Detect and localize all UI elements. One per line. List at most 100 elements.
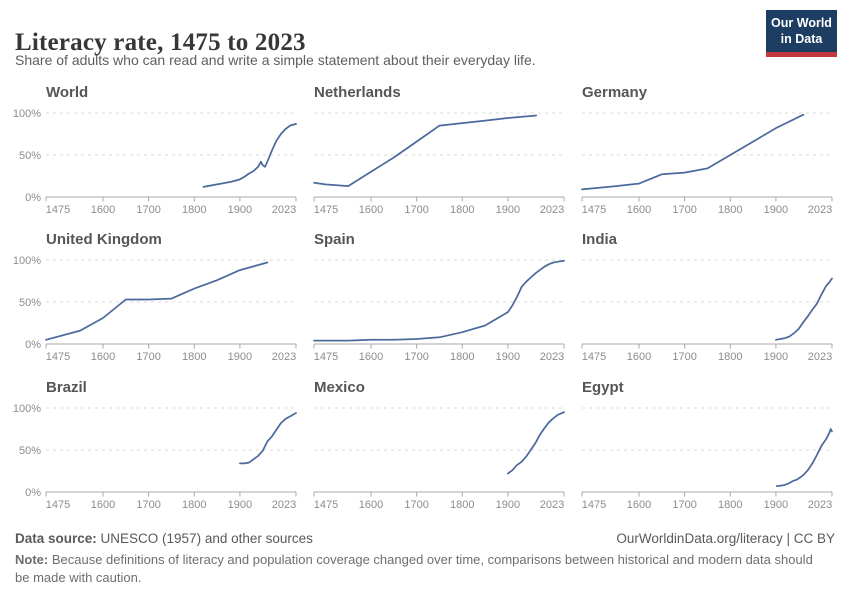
x-tick-label: 1475 <box>314 204 338 216</box>
y-tick-label: 100% <box>13 403 41 415</box>
x-tick-label: 1900 <box>228 204 252 216</box>
x-tick-label: 1800 <box>450 499 474 511</box>
data-line <box>239 412 297 465</box>
facet-title: World <box>46 84 89 101</box>
facet-title: Germany <box>582 84 648 101</box>
data-source-line: Data source: UNESCO (1957) and other sou… <box>15 531 313 546</box>
footnote-label: Note: <box>15 552 49 567</box>
facet-title: Spain <box>314 231 355 248</box>
line-chart: 1475 1600 1700 1800 1900 2023 <box>581 112 833 216</box>
x-tick-label: 1800 <box>182 351 206 363</box>
x-tick-label: 2023 <box>540 204 564 216</box>
line-chart: 1475 1600 1700 1800 1900 2023 <box>313 259 565 363</box>
facet-germany: Germany 1475 1600 1700 1800 1900 2023 <box>568 84 836 224</box>
facet-united-kingdom: United Kingdom 1475 1600 1700 1800 1900 2023 0… <box>0 231 300 371</box>
data-line <box>313 259 565 342</box>
facet-title: Brazil <box>46 379 87 396</box>
line-chart: 1475 1600 1700 1800 1900 2023 <box>313 112 565 216</box>
owid-logo[interactable]: Our World in Data <box>766 10 837 57</box>
facet-india: India 1475 1600 1700 1800 1900 2023 <box>568 231 836 371</box>
y-tick-label: 50% <box>19 150 41 162</box>
x-tick-label: 1600 <box>627 351 651 363</box>
facet-brazil: Brazil 1475 1600 1700 1800 1900 2023 0% 50% 100% <box>0 379 300 519</box>
line-chart: 1475 1600 1700 1800 1900 2023 <box>313 407 565 511</box>
data-line <box>581 113 805 191</box>
y-tick-label: 0% <box>25 339 41 351</box>
y-tick-label: 0% <box>25 192 41 204</box>
x-tick-label: 1600 <box>627 499 651 511</box>
line-chart: 1475 1600 1700 1800 1900 2023 0% 50% 100% <box>13 108 297 216</box>
facet-netherlands: Netherlands 1475 1600 1700 1800 1900 2023 <box>300 84 568 224</box>
x-tick-label: 1900 <box>228 499 252 511</box>
facet-spain: Spain 1475 1600 1700 1800 1900 2023 <box>300 231 568 371</box>
x-tick-label: 1475 <box>46 499 70 511</box>
facet-world: World 1475 1600 1700 1800 1900 2023 0% 50% 100% <box>0 84 300 224</box>
x-tick-label: 1800 <box>718 351 742 363</box>
x-tick-label: 1700 <box>672 499 696 511</box>
x-tick-label: 1700 <box>672 351 696 363</box>
data-line <box>45 261 269 341</box>
facet-title: Egypt <box>582 379 624 396</box>
x-tick-label: 2023 <box>540 499 564 511</box>
data-line <box>202 123 297 188</box>
data-line <box>507 411 565 475</box>
line-chart: 1475 1600 1700 1800 1900 2023 0% 50% 100% <box>13 255 297 363</box>
facet-title: Netherlands <box>314 84 401 101</box>
x-tick-label: 1475 <box>46 204 70 216</box>
x-tick-label: 2023 <box>808 204 832 216</box>
x-tick-label: 1800 <box>718 204 742 216</box>
page-subtitle: Share of adults who can read and write a… <box>15 52 536 68</box>
line-chart: 1475 1600 1700 1800 1900 2023 0% 50% 100% <box>13 403 297 511</box>
data-line <box>775 428 833 487</box>
x-tick-label: 1800 <box>182 204 206 216</box>
owid-logo-red-bar <box>766 51 837 57</box>
x-tick-label: 1700 <box>136 499 160 511</box>
y-tick-label: 100% <box>13 108 41 120</box>
x-tick-label: 1700 <box>672 204 696 216</box>
facet-title: Mexico <box>314 379 365 396</box>
x-tick-label: 1600 <box>359 499 383 511</box>
x-tick-label: 1600 <box>91 351 115 363</box>
x-tick-label: 1800 <box>718 499 742 511</box>
x-tick-label: 1900 <box>496 499 520 511</box>
x-tick-label: 1900 <box>496 204 520 216</box>
x-tick-label: 1600 <box>91 204 115 216</box>
x-tick-label: 1900 <box>764 204 788 216</box>
x-tick-label: 1475 <box>46 351 70 363</box>
facet-mexico: Mexico 1475 1600 1700 1800 1900 2023 <box>300 379 568 519</box>
x-tick-label: 1700 <box>404 204 428 216</box>
x-tick-label: 1700 <box>404 499 428 511</box>
x-tick-label: 1700 <box>136 204 160 216</box>
x-tick-label: 2023 <box>272 204 296 216</box>
line-chart: 1475 1600 1700 1800 1900 2023 <box>581 259 833 363</box>
facet-title: United Kingdom <box>46 231 162 248</box>
x-tick-label: 1475 <box>582 204 606 216</box>
x-tick-label: 1900 <box>228 351 252 363</box>
x-tick-label: 1700 <box>136 351 160 363</box>
x-tick-label: 1900 <box>764 351 788 363</box>
data-line <box>313 114 538 187</box>
y-tick-label: 100% <box>13 255 41 267</box>
x-tick-label: 2023 <box>272 499 296 511</box>
x-tick-label: 2023 <box>272 351 296 363</box>
x-tick-label: 1800 <box>450 351 474 363</box>
y-tick-label: 50% <box>19 297 41 309</box>
x-tick-label: 2023 <box>808 351 832 363</box>
x-tick-label: 2023 <box>808 499 832 511</box>
x-tick-label: 1600 <box>359 351 383 363</box>
x-tick-label: 1475 <box>314 499 338 511</box>
x-tick-label: 1600 <box>359 204 383 216</box>
data-source-text: UNESCO (1957) and other sources <box>96 531 313 546</box>
y-tick-label: 50% <box>19 445 41 457</box>
attribution-link[interactable]: OurWorldinData.org/literacy | CC BY <box>616 531 835 546</box>
y-tick-label: 0% <box>25 487 41 499</box>
facet-egypt: Egypt 1475 1600 1700 1800 1900 2023 <box>568 379 836 519</box>
data-line <box>775 277 833 341</box>
x-tick-label: 1475 <box>582 351 606 363</box>
x-tick-label: 1800 <box>182 499 206 511</box>
x-tick-label: 1475 <box>582 499 606 511</box>
x-tick-label: 1900 <box>764 499 788 511</box>
footnote: Note: Because definitions of literacy an… <box>15 551 815 588</box>
page-title: Literacy rate, 1475 to 2023 <box>15 28 306 56</box>
